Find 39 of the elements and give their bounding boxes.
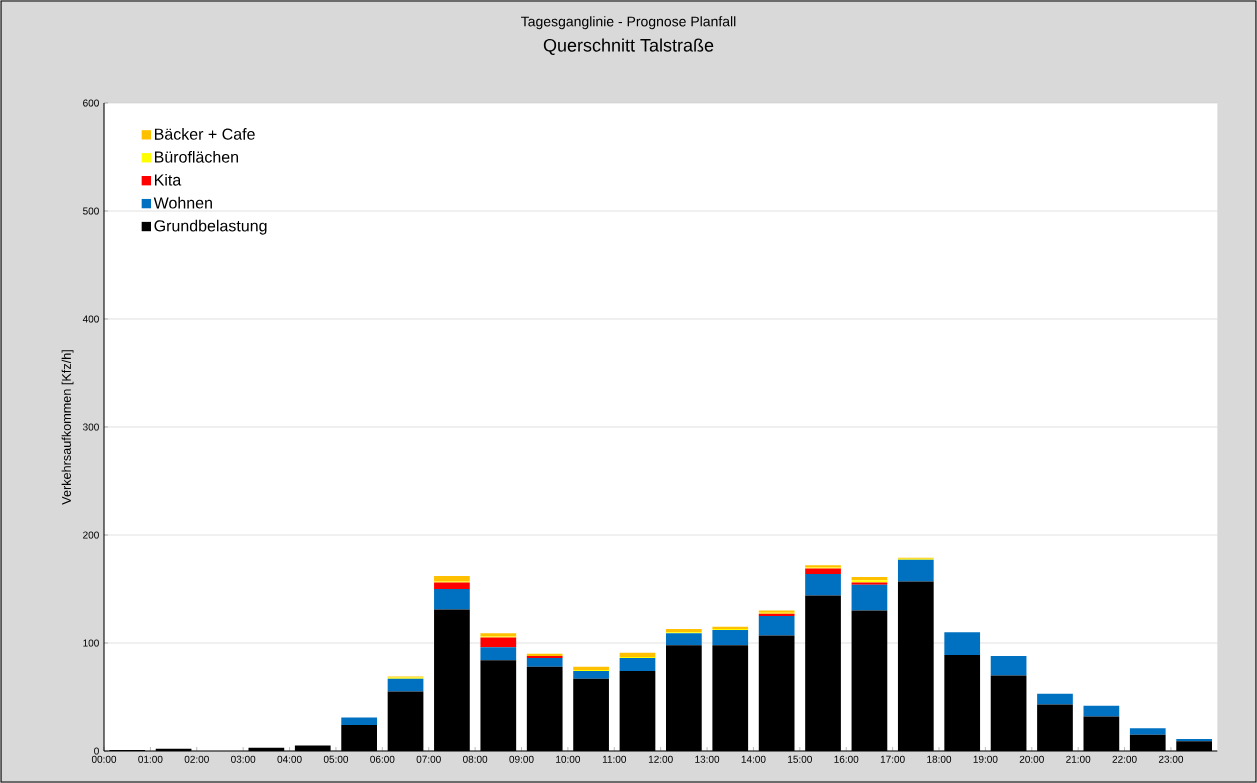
x-tick-label: 22:00 xyxy=(1112,755,1137,763)
x-tick-label: 01:00 xyxy=(138,755,163,763)
x-tick-label: 15:00 xyxy=(788,755,812,763)
y-tick-label: 600 xyxy=(83,99,99,107)
x-tick-label: 07:00 xyxy=(416,755,441,763)
legend-label: Bäcker + Cafe xyxy=(154,128,255,140)
x-tick-label: 13:00 xyxy=(695,755,720,763)
x-tick-label: 10:00 xyxy=(556,755,581,763)
y-tick-label: 400 xyxy=(82,315,99,323)
y-tick-label: 500 xyxy=(83,207,99,215)
x-tick-label: 21:00 xyxy=(1066,755,1091,763)
x-tick-label: 06:00 xyxy=(370,755,395,763)
x-tick-label: 05:00 xyxy=(323,755,349,763)
x-tick-label: 03:00 xyxy=(231,755,256,763)
legend-label: Kita xyxy=(154,173,182,186)
x-tick-label: 09:00 xyxy=(509,755,534,763)
legend-label: Wohnen xyxy=(153,196,212,209)
x-tick-label: 11:00 xyxy=(602,755,627,763)
legend-label: Grundbelastung xyxy=(154,219,267,235)
y-axis-title: Verkehrsaufkommen [Kfz/h] xyxy=(61,350,74,505)
x-tick-label: 02:00 xyxy=(184,755,209,763)
x-tick-label: 19:00 xyxy=(973,755,998,763)
chart-subtitle: Querschnitt Talstraße xyxy=(543,38,714,55)
x-tick-label: 08:00 xyxy=(463,755,488,763)
x-tick-label: 23:00 xyxy=(1158,755,1184,763)
y-tick-label: 0 xyxy=(94,747,99,755)
x-tick-label: 12:00 xyxy=(648,755,673,763)
x-tick-label: 00:00 xyxy=(91,755,117,763)
legend-label: Büroflächen xyxy=(154,150,239,163)
chart-title: Tagesganglinie - Prognose Planfall xyxy=(521,16,736,30)
x-tick-label: 20:00 xyxy=(1019,755,1044,763)
x-tick-label: 18:00 xyxy=(927,755,952,763)
y-tick-label: 100 xyxy=(83,639,99,647)
x-tick-label: 17:00 xyxy=(880,755,905,763)
y-tick-label: 200 xyxy=(83,531,99,539)
y-tick-label: 300 xyxy=(82,423,99,431)
x-tick-label: 16:00 xyxy=(834,755,859,763)
x-tick-label: 04:00 xyxy=(277,755,302,763)
x-tick-label: 14:00 xyxy=(741,755,766,763)
